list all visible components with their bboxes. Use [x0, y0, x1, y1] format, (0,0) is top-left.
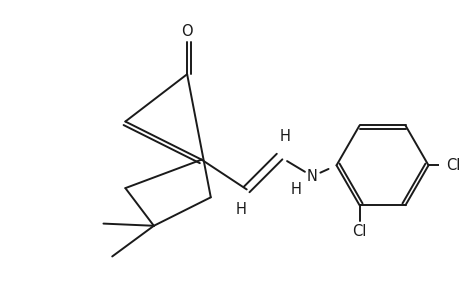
Text: H: H: [279, 129, 290, 144]
Text: H: H: [290, 182, 301, 197]
Text: Cl: Cl: [445, 158, 459, 173]
Text: O: O: [181, 24, 192, 39]
Text: Cl: Cl: [352, 224, 366, 239]
Text: H: H: [235, 202, 246, 217]
Text: N: N: [306, 169, 317, 184]
